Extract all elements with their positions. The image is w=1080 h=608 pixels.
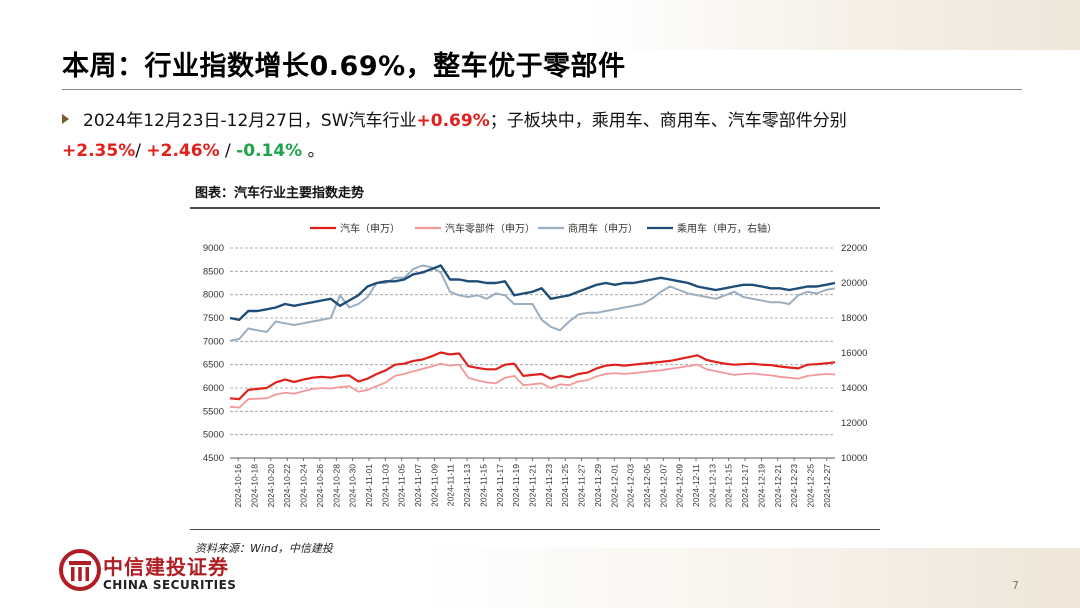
right-tick-label: 18000 <box>841 313 867 324</box>
x-tick-label: 2024-10-20 <box>266 464 276 508</box>
x-tick-label: 2024-12-01 <box>609 464 619 508</box>
left-tick-label: 8000 <box>203 290 224 301</box>
x-tick-label: 2024-12-25 <box>805 464 815 508</box>
summary-paragraph: 2024年12月23日-12月27日，SW汽车行业+0.69%；子板块中，乘用车… <box>62 106 1022 166</box>
x-tick-label: 2024-12-07 <box>658 464 668 508</box>
left-tick-label: 6500 <box>203 360 224 371</box>
x-tick-label: 2024-11-01 <box>364 464 374 507</box>
brand-name-cn: 中信建投证券 <box>103 555 229 579</box>
legend-label: 汽车（申万） <box>340 222 400 235</box>
x-tick-label: 2024-12-19 <box>756 464 766 508</box>
bullet-arrow-icon <box>62 114 69 124</box>
commercial-vehicle-change: +2.46% <box>146 141 220 161</box>
chart-caption: 图表：汽车行业主要指数走势 <box>195 186 365 201</box>
x-tick-label: 2024-11-03 <box>380 464 390 507</box>
x-tick-label: 2024-11-23 <box>544 464 554 507</box>
left-tick-label: 4500 <box>203 453 224 464</box>
title-divider <box>62 89 1022 90</box>
x-tick-label: 2024-10-26 <box>315 464 325 508</box>
x-tick-label: 2024-11-27 <box>577 464 587 507</box>
series-line <box>229 264 836 322</box>
x-tick-label: 2024-12-17 <box>740 464 750 508</box>
source-note: 资料来源：Wind，中信建投 <box>195 542 333 555</box>
right-tick-label: 10000 <box>841 453 867 464</box>
x-tick-label: 2024-10-16 <box>233 464 243 508</box>
x-tick-label: 2024-11-21 <box>528 464 538 507</box>
chart-axes: 4500 5000 5500 6000 6500 7000 7500 8000 8500 9000… <box>203 243 868 507</box>
chart-series <box>229 264 836 409</box>
x-tick-label: 2024-11-17 <box>495 464 505 507</box>
x-tick-label: 2024-11-13 <box>462 464 472 507</box>
x-tick-label: 2024-12-15 <box>724 464 734 508</box>
summary-text-middle: ；子板块中，乘用车、商用车、汽车零部件分别 <box>489 111 847 131</box>
header-background <box>0 0 1080 50</box>
x-tick-label: 2024-12-13 <box>707 464 717 508</box>
chart-frame-top-rule <box>190 207 880 209</box>
x-tick-label: 2024-12-21 <box>773 464 783 508</box>
separator-2: / <box>219 141 237 161</box>
right-tick-label: 12000 <box>841 418 867 429</box>
left-tick-label: 5500 <box>203 406 224 417</box>
x-tick-label: 2024-11-29 <box>593 464 603 507</box>
x-tick-label: 2024-11-15 <box>478 464 488 507</box>
left-tick-label: 8500 <box>203 266 224 277</box>
x-tick-label: 2024-12-03 <box>626 464 636 508</box>
x-tick-label: 2024-11-25 <box>560 464 570 507</box>
x-tick-label: 2024-10-24 <box>299 464 309 508</box>
x-tick-label: 2024-12-05 <box>642 464 652 508</box>
x-tick-label: 2024-11-11 <box>446 464 456 506</box>
x-tick-label: 2024-10-28 <box>331 464 341 508</box>
left-tick-label: 7000 <box>203 336 224 347</box>
right-tick-label: 22000 <box>841 243 867 254</box>
legend-label: 乘用车（申万，右轴） <box>677 222 777 235</box>
footer-background <box>0 548 1080 608</box>
chart-frame-bottom-rule <box>190 529 880 530</box>
x-tick-label: 2024-11-09 <box>429 464 439 507</box>
legend-label: 商用车（申万） <box>568 222 638 235</box>
x-tick-label: 2024-10-22 <box>282 464 292 508</box>
chart-legend: 汽车（申万） 汽车零部件（申万） 商用车（申万） 乘用车（申万，右轴） <box>310 222 777 235</box>
x-tick-label: 2024-11-07 <box>413 464 423 507</box>
auto-parts-change: -0.14% <box>236 141 303 161</box>
summary-text-end: 。 <box>302 141 325 161</box>
left-tick-label: 9000 <box>203 243 224 254</box>
x-tick-label: 2024-10-30 <box>348 464 358 508</box>
right-tick-label: 14000 <box>841 383 867 394</box>
x-tick-label: 2024-11-05 <box>397 464 407 507</box>
left-tick-label: 5000 <box>203 430 224 441</box>
x-tick-label: 2024-10-18 <box>250 464 260 508</box>
left-tick-label: 7500 <box>203 313 224 324</box>
series-line <box>229 264 836 342</box>
summary-text-before: 2024年12月23日-12月27日，SW汽车行业 <box>83 111 417 131</box>
legend-label: 汽车零部件（申万） <box>445 222 535 235</box>
x-tick-label: 2024-12-27 <box>822 464 832 508</box>
citic-logo-icon <box>59 549 101 591</box>
x-tick-label: 2024-12-11 <box>691 464 701 507</box>
page-number: 7 <box>1012 579 1019 592</box>
series-line <box>229 351 836 401</box>
page-title: 本周：行业指数增长0.69%，整车优于零部件 <box>62 51 626 82</box>
chart-grid <box>230 247 835 436</box>
right-tick-label: 20000 <box>841 278 867 289</box>
left-tick-label: 6000 <box>203 383 224 394</box>
series-line <box>229 362 836 409</box>
right-tick-label: 16000 <box>841 348 867 359</box>
x-tick-label: 2024-12-09 <box>675 464 685 508</box>
separator-1: / <box>135 141 147 161</box>
industry-change: +0.69% <box>416 111 490 131</box>
x-tick-label: 2024-11-19 <box>511 464 521 507</box>
passenger-car-change: +2.35% <box>62 141 136 161</box>
index-trend-chart: 汽车（申万） 汽车零部件（申万） 商用车（申万） 乘用车（申万，右轴） 4500 500… <box>203 222 868 507</box>
x-tick-label: 2024-12-23 <box>789 464 799 508</box>
brand-name-en: CHINA SECURITIES <box>103 578 237 592</box>
